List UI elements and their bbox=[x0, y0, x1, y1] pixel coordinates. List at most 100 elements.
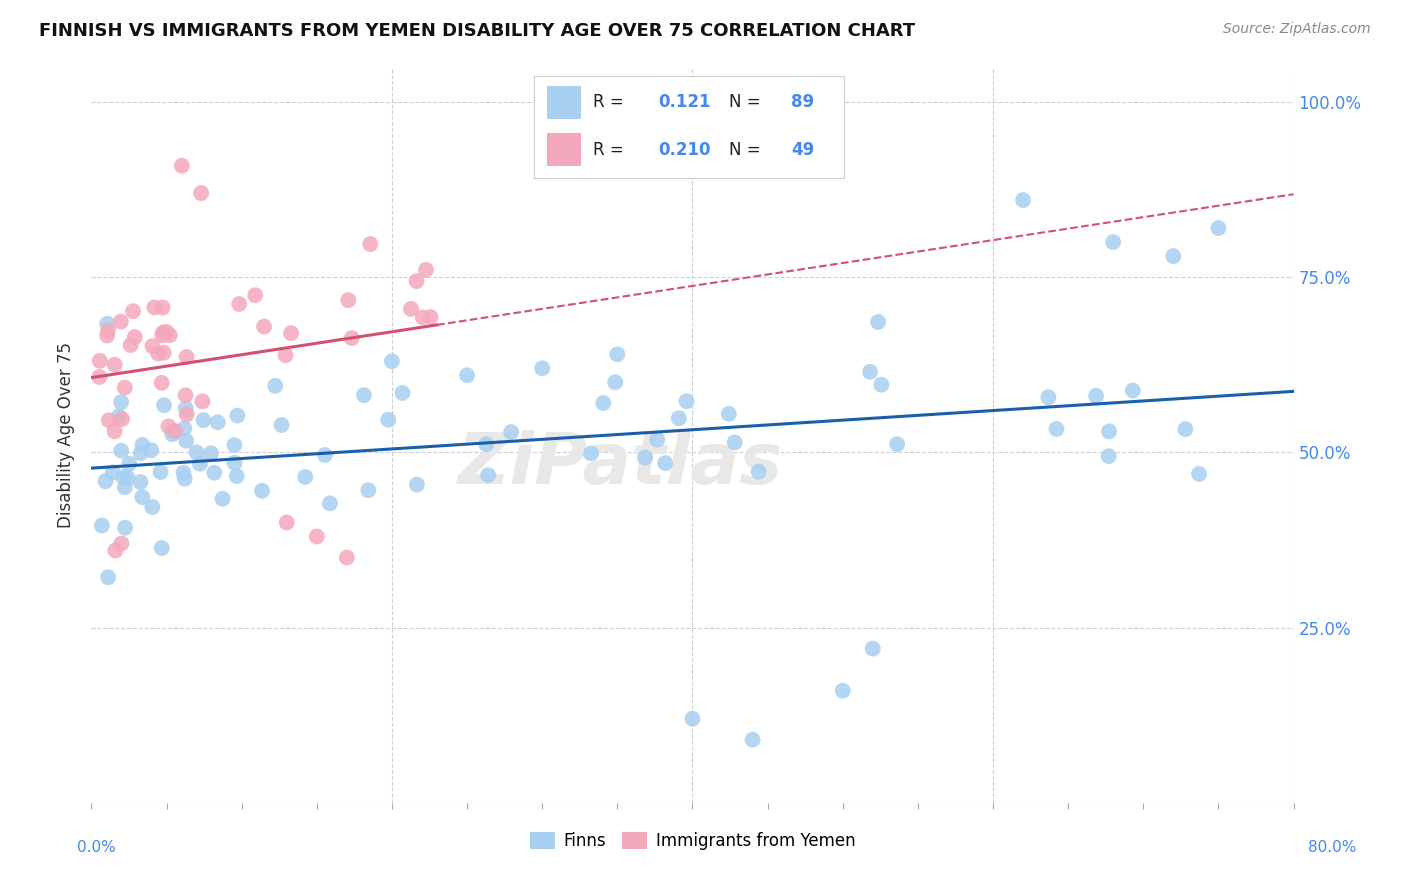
Point bbox=[224, 456, 246, 470]
Point bbox=[245, 288, 267, 302]
Point bbox=[174, 434, 197, 448]
Point bbox=[143, 301, 166, 315]
Point bbox=[276, 516, 298, 530]
Point bbox=[114, 521, 136, 535]
Point bbox=[97, 570, 120, 584]
Point bbox=[319, 496, 342, 510]
Point bbox=[270, 417, 292, 432]
Text: 0.210: 0.210 bbox=[658, 141, 710, 159]
Point bbox=[1045, 422, 1067, 436]
Point bbox=[124, 330, 146, 344]
Point bbox=[668, 411, 690, 425]
Point bbox=[207, 415, 229, 429]
Point bbox=[129, 475, 152, 489]
Point bbox=[89, 354, 111, 368]
Point bbox=[101, 466, 124, 480]
Point bbox=[501, 425, 523, 439]
Point bbox=[336, 550, 359, 565]
Point bbox=[1098, 425, 1121, 439]
Point bbox=[176, 350, 198, 364]
Point bbox=[122, 304, 145, 318]
Text: Source: ZipAtlas.com: Source: ZipAtlas.com bbox=[1223, 22, 1371, 37]
Legend: Finns, Immigrants from Yemen: Finns, Immigrants from Yemen bbox=[523, 825, 862, 857]
Point bbox=[741, 732, 763, 747]
Point bbox=[141, 339, 163, 353]
Point bbox=[110, 395, 132, 409]
Point bbox=[314, 448, 336, 462]
Point bbox=[1102, 235, 1125, 249]
Point bbox=[118, 457, 141, 471]
Point bbox=[112, 470, 135, 484]
Point bbox=[605, 376, 627, 390]
Point bbox=[531, 361, 554, 376]
Point bbox=[131, 490, 153, 504]
Text: ZiPatlas: ZiPatlas bbox=[458, 430, 783, 499]
Point bbox=[1122, 384, 1144, 398]
Point bbox=[391, 386, 413, 401]
Point bbox=[831, 683, 853, 698]
Point bbox=[96, 328, 118, 343]
Point bbox=[357, 483, 380, 498]
Point bbox=[159, 328, 181, 343]
Point bbox=[579, 446, 602, 460]
Point bbox=[89, 370, 111, 384]
Point bbox=[114, 381, 136, 395]
Point bbox=[1085, 389, 1108, 403]
Text: R =: R = bbox=[593, 141, 628, 159]
Point bbox=[862, 641, 884, 656]
Point bbox=[226, 409, 249, 423]
Point bbox=[110, 315, 132, 329]
Point bbox=[419, 310, 441, 324]
Point bbox=[1098, 449, 1121, 463]
Text: R =: R = bbox=[593, 94, 628, 112]
Point bbox=[155, 325, 177, 339]
Point bbox=[186, 445, 208, 459]
Point bbox=[108, 409, 131, 424]
Point bbox=[294, 470, 316, 484]
Point bbox=[353, 388, 375, 402]
Point bbox=[129, 446, 152, 460]
Point bbox=[202, 466, 225, 480]
Point bbox=[399, 301, 422, 316]
Text: 89: 89 bbox=[792, 94, 814, 112]
Point bbox=[405, 274, 427, 288]
Point bbox=[104, 358, 127, 372]
Text: 0.121: 0.121 bbox=[658, 94, 710, 112]
Text: N =: N = bbox=[730, 94, 766, 112]
Point bbox=[654, 456, 676, 470]
Point bbox=[592, 396, 614, 410]
Point bbox=[1174, 422, 1197, 436]
Point bbox=[1038, 390, 1060, 404]
Point bbox=[606, 347, 628, 361]
Point bbox=[162, 427, 184, 442]
Point bbox=[176, 408, 198, 422]
Point bbox=[340, 331, 363, 345]
Point bbox=[170, 159, 193, 173]
Point bbox=[163, 424, 186, 438]
Point bbox=[717, 407, 740, 421]
Point bbox=[90, 518, 112, 533]
Point bbox=[165, 424, 187, 438]
Point bbox=[280, 326, 302, 340]
Point bbox=[97, 413, 120, 427]
Point bbox=[868, 315, 890, 329]
Point bbox=[359, 237, 381, 252]
Point bbox=[228, 297, 250, 311]
Text: 0.0%: 0.0% bbox=[77, 840, 117, 855]
Point bbox=[681, 712, 703, 726]
Point bbox=[191, 394, 214, 409]
Point bbox=[149, 465, 172, 479]
Point bbox=[173, 472, 195, 486]
Point bbox=[211, 491, 233, 506]
Point bbox=[1188, 467, 1211, 481]
Point bbox=[1208, 221, 1230, 235]
Point bbox=[94, 474, 117, 488]
Point bbox=[131, 438, 153, 452]
Point bbox=[859, 365, 882, 379]
Point bbox=[412, 310, 434, 325]
Point bbox=[477, 468, 499, 483]
Point bbox=[645, 433, 668, 447]
Point bbox=[675, 394, 697, 409]
Point bbox=[152, 301, 174, 315]
Point bbox=[150, 328, 173, 343]
